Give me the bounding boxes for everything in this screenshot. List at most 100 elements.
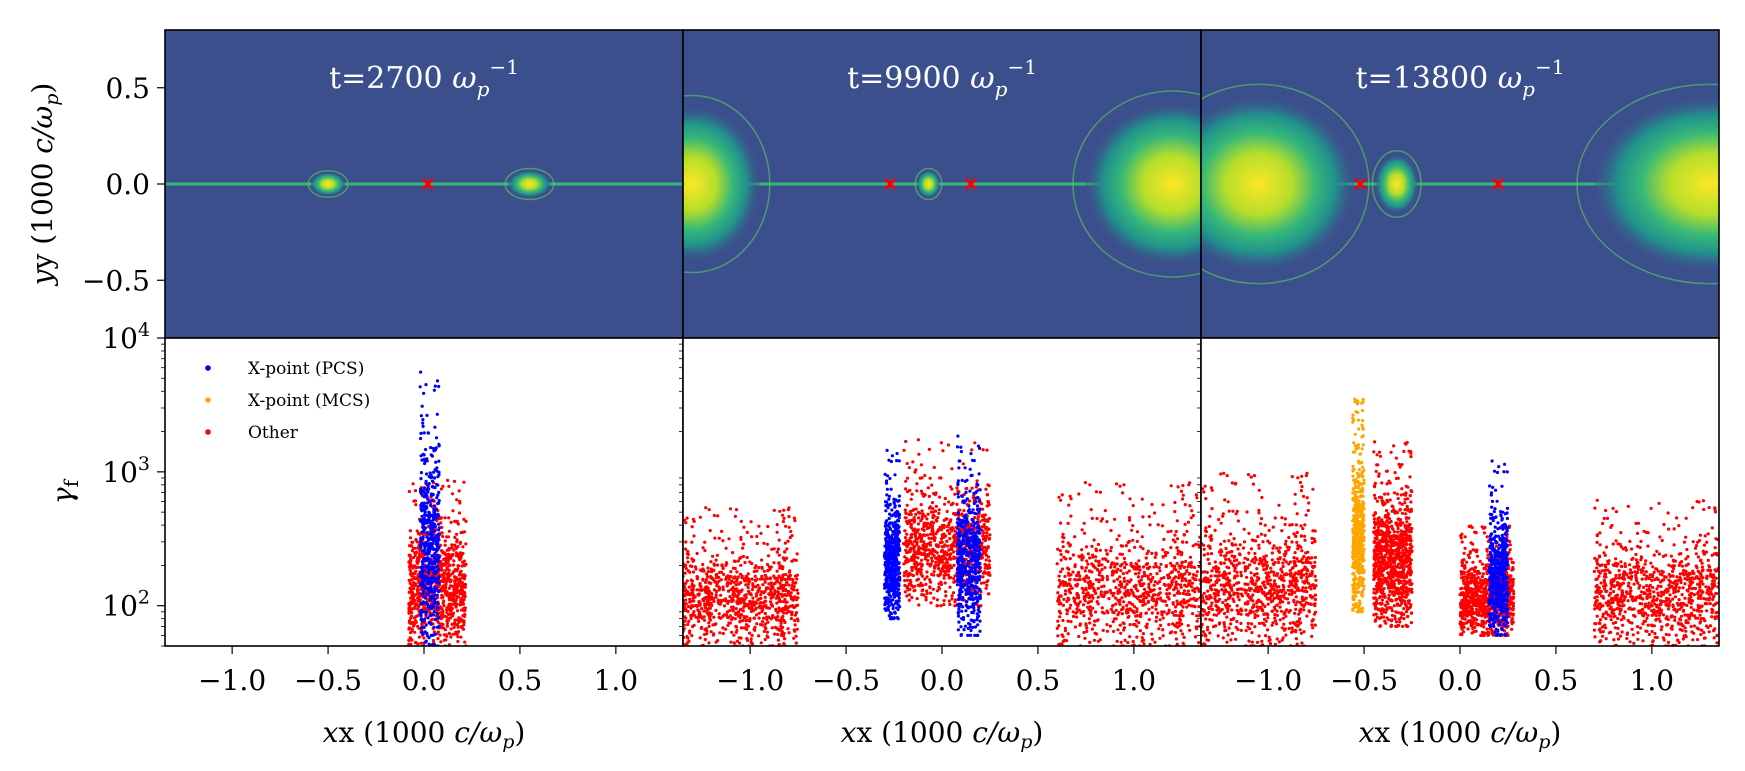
scatter-point xyxy=(967,528,971,532)
scatter-point xyxy=(1128,623,1132,627)
scatter-point xyxy=(431,638,436,643)
scatter-point xyxy=(441,534,445,539)
scatter-point xyxy=(1088,621,1092,625)
scatter-point xyxy=(1193,605,1197,609)
scatter-point xyxy=(1113,569,1117,574)
scatter-point xyxy=(1113,565,1117,569)
scatter-point xyxy=(1093,619,1097,623)
scatter-point xyxy=(987,559,992,563)
scatter-point xyxy=(1195,614,1199,618)
scatter-point xyxy=(1187,561,1192,566)
plasmoid xyxy=(508,170,551,198)
scatter-point xyxy=(726,601,730,606)
scatter-point xyxy=(419,471,423,475)
scatter-point xyxy=(1173,556,1177,560)
scatter-point xyxy=(434,460,438,464)
scatter-point xyxy=(937,559,941,564)
scatter-point xyxy=(427,578,431,582)
scatter-point xyxy=(683,619,687,623)
scatter-point xyxy=(943,581,947,585)
scatter-point xyxy=(1123,592,1127,596)
scatter-point xyxy=(770,616,774,620)
scatter-point xyxy=(733,559,737,564)
scatter-point xyxy=(1097,573,1101,577)
scatter-point xyxy=(1157,566,1161,570)
scatter-point xyxy=(413,577,417,581)
scatter-point xyxy=(1111,603,1115,608)
scatter-point xyxy=(407,489,411,494)
scatter-point xyxy=(1115,577,1120,581)
scatter-point xyxy=(1144,563,1148,567)
scatter-point xyxy=(433,384,437,388)
scatter-point xyxy=(427,561,431,565)
scatter-point xyxy=(419,477,423,481)
scatter-point xyxy=(926,512,930,516)
scatter-point xyxy=(958,508,962,512)
scatter-point xyxy=(948,602,952,607)
scatter-point xyxy=(421,601,425,605)
scatter-point xyxy=(938,573,942,577)
scatter-point xyxy=(422,595,426,599)
scatter-point xyxy=(1164,564,1168,568)
scatter-point xyxy=(1181,573,1185,577)
scatter-point xyxy=(972,608,976,613)
scatter-point xyxy=(775,601,779,605)
scatter-point xyxy=(913,470,917,474)
scatter-point xyxy=(432,529,437,533)
scatter-point xyxy=(774,576,778,580)
scatter-point xyxy=(732,594,737,598)
scatter-point xyxy=(706,575,710,579)
scatter-point xyxy=(456,522,460,526)
scatter-point xyxy=(1067,582,1071,586)
scatter-point xyxy=(1119,631,1123,635)
scatter-point xyxy=(435,569,439,573)
scatter-point xyxy=(706,600,710,605)
scatter-point xyxy=(1186,624,1190,628)
scatter-point xyxy=(940,548,945,553)
scatter-point xyxy=(919,503,923,507)
scatter-point xyxy=(416,589,420,594)
scatter-point xyxy=(1159,596,1163,600)
scatter-point xyxy=(918,511,922,515)
scatter-point xyxy=(1169,561,1173,566)
scatter-point xyxy=(1063,589,1068,593)
scatter-point xyxy=(795,603,800,607)
scatter-point xyxy=(782,642,786,646)
scatter-point xyxy=(737,610,741,614)
scatter-point xyxy=(455,582,459,586)
scatter-point xyxy=(407,611,411,615)
scatter-point xyxy=(1130,528,1134,532)
scatter-point xyxy=(1089,609,1093,613)
scatter-point xyxy=(757,616,761,620)
scatter-point xyxy=(1150,605,1154,609)
scatter-point xyxy=(430,594,434,598)
scatter-point xyxy=(1137,559,1141,563)
scatter-point xyxy=(449,627,453,631)
scatter-point xyxy=(942,603,946,607)
scatter-point xyxy=(913,539,917,543)
scatter-point xyxy=(959,625,963,629)
scatter-point xyxy=(1105,577,1110,581)
scatter-point xyxy=(930,559,934,563)
scatter-point xyxy=(1139,578,1143,582)
scatter-point xyxy=(433,593,437,597)
scatter-point xyxy=(1086,581,1090,585)
scatter-point xyxy=(979,581,984,585)
scatter-point xyxy=(1066,541,1070,545)
scatter-point xyxy=(711,554,715,558)
scatter-point xyxy=(1077,634,1081,639)
scatter-point xyxy=(719,570,724,574)
scatter-point xyxy=(1109,565,1113,569)
scatter-point xyxy=(1190,509,1194,513)
scatter-point xyxy=(1125,571,1129,575)
scatter-point xyxy=(1156,523,1160,527)
scatter-point xyxy=(912,589,916,593)
scatter-point xyxy=(885,500,889,504)
scatter-point xyxy=(705,632,709,636)
scatter-point xyxy=(741,554,746,559)
scatter-point xyxy=(1148,587,1152,591)
scatter-point xyxy=(972,586,976,590)
scatter-point xyxy=(1122,600,1126,604)
scatter-point xyxy=(760,607,765,611)
scatter-point xyxy=(410,627,414,631)
